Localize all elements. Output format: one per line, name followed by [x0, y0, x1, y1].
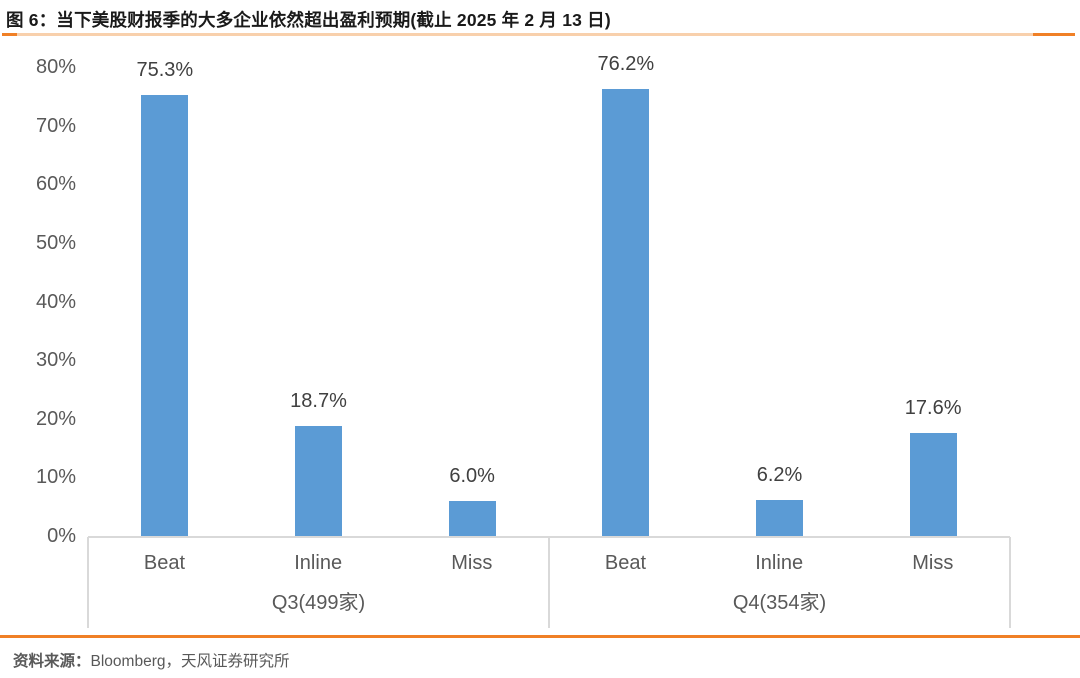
bar-q3-inline	[295, 426, 342, 536]
bar-q3-miss	[448, 500, 496, 536]
footer-rule	[0, 635, 1080, 638]
category-divider-0	[87, 537, 89, 628]
source-value: Bloomberg，天风证券研究所	[90, 653, 290, 670]
bar-value-label-q4-inline: 6.2%	[756, 463, 803, 486]
figure-title: 图 6：当下美股财报季的大多企业依然超出盈利预期(截止 2025 年 2 月 1…	[6, 10, 611, 30]
group-label-q4: Q4(354家)	[732, 592, 827, 614]
category-divider-1	[548, 537, 550, 628]
title-underline	[2, 33, 1075, 36]
bar-q4-inline	[756, 499, 803, 536]
y-axis-tick-50: 50%	[35, 231, 76, 254]
bar-value-label-q3-beat: 75.3%	[136, 58, 194, 81]
y-axis-tick-80: 80%	[35, 56, 76, 78]
y-axis-tick-30: 30%	[35, 349, 76, 372]
bar-value-label-q4-beat: 76.2%	[597, 53, 655, 76]
y-axis-tick-40: 40%	[35, 290, 76, 313]
source-label: 资料来源：	[13, 653, 91, 670]
bar-q3-beat	[141, 94, 189, 536]
category-label-q4-miss: Miss	[912, 552, 954, 574]
y-axis-tick-20: 20%	[35, 407, 76, 430]
category-label-q4-inline: Inline	[755, 552, 804, 574]
bar-value-label-q3-inline: 18.7%	[290, 390, 347, 413]
bar-q4-beat	[602, 89, 650, 536]
category-divider-2	[1009, 537, 1011, 628]
bar-value-label-q3-miss: 6.0%	[449, 464, 495, 487]
source-note: 资料来源：Bloomberg，天风证券研究所	[13, 649, 289, 671]
category-label-q3-beat: Beat	[143, 552, 186, 574]
bar-value-label-q4-miss: 17.6%	[904, 396, 962, 419]
title-underline-accent-right	[1033, 33, 1075, 36]
group-label-q3: Q3(499家)	[271, 592, 366, 614]
y-axis-tick-70: 70%	[35, 114, 76, 137]
y-axis-tick-0: 0%	[47, 525, 76, 547]
bar-q4-miss	[909, 432, 957, 536]
category-label-q3-inline: Inline	[294, 552, 343, 574]
y-axis-tick-60: 60%	[35, 173, 76, 196]
title-underline-accent-left	[2, 33, 17, 36]
y-axis-tick-10: 10%	[35, 466, 76, 489]
category-label-q3-miss: Miss	[451, 552, 493, 574]
category-label-q4-beat: Beat	[604, 552, 647, 574]
